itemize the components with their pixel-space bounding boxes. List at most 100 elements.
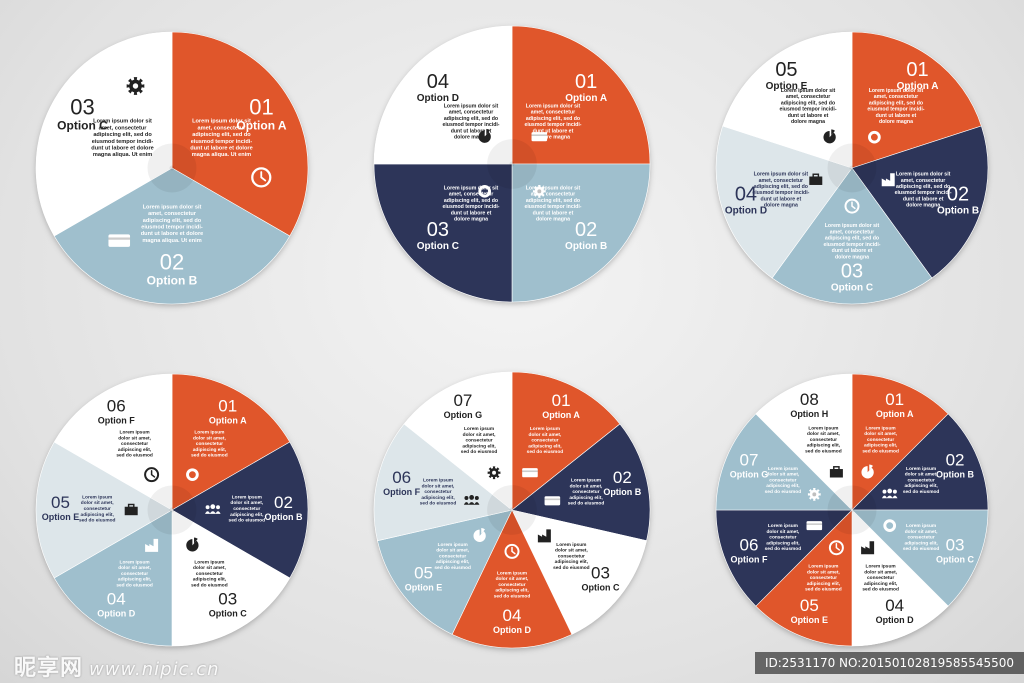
- option-number: 03: [591, 564, 610, 583]
- clock-icon: [144, 467, 160, 483]
- option-number: 01: [218, 396, 237, 415]
- option-number: 05: [775, 59, 797, 81]
- card-icon: [806, 521, 823, 531]
- segment-shade: [487, 510, 512, 533]
- option-label: Option G: [730, 469, 769, 479]
- pie-icon: [861, 464, 874, 479]
- card-icon: [531, 132, 548, 142]
- factory-icon: [537, 529, 551, 543]
- option-number: 05: [51, 493, 70, 512]
- segment-wedge: [373, 423, 513, 542]
- segment-wedge: [171, 373, 291, 511]
- segment-shade: [512, 485, 532, 510]
- option-description: Lorem ipsum dolor sit amet, consectetur adi…: [805, 564, 842, 593]
- option-number: 07: [740, 450, 759, 469]
- segment-wedge: [171, 509, 291, 647]
- segment-shade: [172, 143, 197, 181]
- segment-shade: [487, 139, 512, 164]
- segment-shade: [512, 494, 537, 516]
- segment-wedge: [35, 441, 173, 579]
- ring-icon: [883, 519, 897, 532]
- card-icon: [108, 234, 131, 247]
- segment-shade: [827, 492, 852, 510]
- segment-shade: [852, 510, 870, 535]
- segment-wedge: [851, 509, 989, 607]
- segment-shade: [147, 143, 172, 181]
- option-description: Lorem ipsum dolor sit amet, consectetur ad…: [867, 88, 924, 125]
- option-label: Option A: [236, 118, 287, 132]
- segment-wedge: [771, 167, 933, 305]
- segment-shade: [150, 168, 194, 193]
- gear-icon: [487, 466, 501, 480]
- option-label: Option F: [730, 555, 767, 565]
- segment-wedge: [715, 509, 853, 607]
- ring-icon: [478, 184, 492, 198]
- option-description: Lorem ipsum dolor sit amet, consectetur adi…: [116, 559, 153, 588]
- option-description: Lorem ipsum dolor sit amet, consectetur ad…: [823, 223, 880, 260]
- option-description: Lorem ipsum dolor sit amet, consectetur adi…: [461, 426, 498, 455]
- watermark-id: ID:2531170 NO:20150102819585545500: [754, 652, 1024, 674]
- pie-center: [169, 165, 175, 171]
- option-description: Lorem ipsum dolor sit amet, consectetur adi…: [191, 559, 228, 588]
- segment-shade: [827, 160, 852, 188]
- segment-wedge: [373, 25, 513, 165]
- option-label: Option A: [876, 409, 914, 419]
- option-description: Lorem ipsum dolor sit amet, consectetur adi…: [805, 425, 842, 454]
- option-label: Option B: [936, 469, 974, 479]
- briefcase-icon: [124, 503, 138, 516]
- option-number: 08: [800, 390, 819, 409]
- segment-wedge: [511, 163, 651, 303]
- segment-shade: [827, 510, 852, 528]
- option-number: 01: [906, 59, 928, 81]
- segment-wedge: [851, 373, 949, 511]
- option-label: Option D: [725, 205, 767, 216]
- ring-icon: [186, 468, 199, 482]
- option-label: Option F: [383, 487, 420, 497]
- option-description: Lorem ipsum dolor sit amet, consectetur ad…: [91, 119, 153, 159]
- briefcase-icon: [829, 466, 843, 478]
- people-icon: [205, 504, 221, 514]
- option-description: Lorem ipsum dolor sit amet, consectetur ad…: [524, 185, 581, 222]
- pie-center: [169, 507, 175, 513]
- briefcase-icon: [809, 173, 823, 185]
- segment-shade: [852, 485, 870, 510]
- option-description: Lorem ipsum dolor sit amet, consectetur adi…: [494, 570, 531, 599]
- segment-wedge: [511, 423, 651, 542]
- option-label: Option H: [790, 409, 828, 419]
- option-number: 03: [427, 219, 449, 241]
- option-label: Option C: [831, 283, 873, 294]
- option-label: Option D: [876, 615, 914, 625]
- option-number: 02: [613, 468, 632, 487]
- option-description: Lorem ipsum dolor sit amet, consectetur adi…: [903, 523, 940, 552]
- segment-wedge: [511, 371, 621, 511]
- segment-wedge: [722, 31, 853, 169]
- option-number: 06: [107, 396, 126, 415]
- option-label: Option C: [57, 118, 108, 132]
- watermark-brand-name: 昵享网: [14, 656, 84, 681]
- option-number: 03: [70, 94, 94, 119]
- segment-shade: [512, 510, 537, 533]
- segment-wedge: [851, 125, 989, 279]
- option-description: Lorem ipsum dolor sit amet, consectetur adi…: [79, 494, 116, 523]
- option-number: 03: [218, 590, 237, 609]
- option-label: Option D: [417, 93, 459, 104]
- pie-center: [509, 161, 515, 167]
- option-description: Lorem ipsum dolor sit amet, consectetur adi…: [553, 542, 590, 571]
- segment-wedge: [53, 373, 173, 511]
- segment-shade: [487, 494, 512, 516]
